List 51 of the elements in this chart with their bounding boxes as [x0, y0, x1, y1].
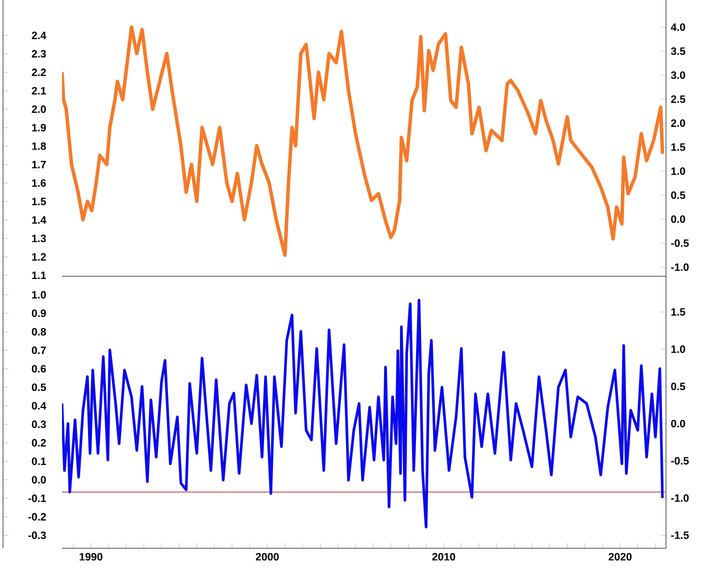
y-tick-label: 1.6: [32, 179, 46, 187]
y-tick-label: 1.1: [32, 272, 46, 279]
y2-tick-label: 2.0: [671, 119, 686, 127]
y-tick-label: 0.9: [32, 309, 46, 317]
y2-tick-label: 4.0: [670, 23, 686, 31]
y-tick-label: 1.4: [32, 216, 46, 224]
y2-tick-label: 0.0: [671, 420, 686, 428]
y-tick-label: 1.5: [32, 198, 46, 206]
y2-tick-label: 1.0: [671, 345, 686, 353]
y2-tick-label: 1.0: [671, 167, 686, 175]
y-tick-label: 2.0: [32, 105, 46, 113]
x-tick-label: 2000: [256, 552, 279, 560]
y2-tick-label: -1.0: [671, 494, 689, 502]
y-tick-label: 0.5: [32, 383, 46, 391]
y-tick-label: 2.2: [32, 68, 46, 76]
y-tick-label: 0.7: [32, 346, 46, 354]
y2-tick-label: 0.0: [671, 215, 686, 223]
y2-tick-label: 0.5: [671, 382, 686, 390]
x-tick-label: 2020: [608, 552, 632, 560]
y2-tick-label: 3.0: [670, 71, 686, 79]
y2-tick-label: 0.5: [671, 191, 686, 199]
y2-tick-label: -1.5: [671, 531, 689, 539]
y-tick-label: -0.2: [28, 512, 46, 520]
y-tick-label: -0.3: [28, 531, 46, 539]
y2-tick-label: 3.5: [670, 47, 686, 55]
y2-tick-label: 1.5: [671, 308, 686, 316]
y2-tick-label: 1.5: [671, 143, 686, 151]
y2-tick-label: -1.0: [671, 263, 689, 271]
x-tick-label: 2010: [432, 552, 456, 560]
x-tick-label: 1990: [80, 552, 102, 560]
y-tick-label: 2.4: [32, 31, 46, 39]
y-tick-label: 0.6: [32, 364, 46, 372]
y-tick-label: 0.2: [32, 438, 46, 446]
y-tick-label: 0.1: [32, 457, 46, 465]
y-tick-label: 2.1: [32, 86, 46, 94]
y-tick-label: 1.7: [32, 160, 46, 168]
y-tick-label: 1.2: [32, 253, 46, 260]
y-tick-label: 0.8: [32, 328, 46, 336]
y-tick-label: 1.9: [32, 124, 46, 132]
y2-tick-label: 2.5: [671, 95, 686, 103]
y-tick-label: -0.1: [28, 494, 46, 502]
y-tick-label: 1.3: [32, 234, 46, 242]
line-series: [62, 298, 664, 528]
y-tick-label: 1.8: [32, 142, 46, 150]
y2-tick-label: -0.5: [671, 239, 689, 247]
y-tick-label: 1.0: [32, 290, 46, 298]
y-tick-label: 0.0: [32, 476, 46, 484]
y2-tick-label: -0.5: [671, 456, 689, 464]
y-tick-label: 2.3: [32, 50, 46, 58]
y-tick-label: 0.4: [32, 402, 46, 410]
y-tick-label: 0.3: [32, 420, 46, 428]
